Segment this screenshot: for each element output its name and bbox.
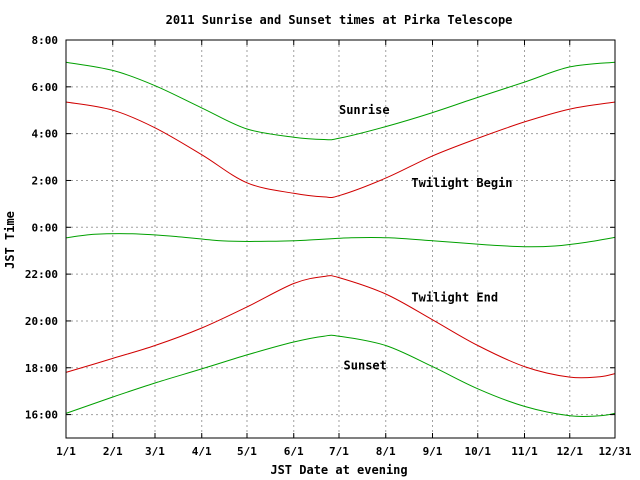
y-tick-label: 20:00 <box>25 315 58 328</box>
series-layer <box>65 61 616 418</box>
curve-annotation: Twilight Begin <box>411 176 512 190</box>
y-tick-label: 18:00 <box>25 362 58 375</box>
y-tick-label: 22:00 <box>25 268 58 281</box>
curve-annotation: Sunrise <box>339 103 390 117</box>
x-tick-label: 11/1 <box>511 445 538 458</box>
x-tick-label: 10/1 <box>465 445 492 458</box>
x-tick-label: 2/1 <box>103 445 123 458</box>
plot-frame <box>65 39 616 439</box>
y-tick-label: 16:00 <box>25 409 58 422</box>
chart-title: 2011 Sunrise and Sunset times at Pirka T… <box>166 13 513 27</box>
series-line-3 <box>65 233 616 248</box>
x-tick-label: 6/1 <box>284 445 304 458</box>
x-tick-label: 5/1 <box>237 445 257 458</box>
y-tick-label: 8:00 <box>32 34 59 47</box>
annotation-layer: Sunrise Twilight Begin Twilight End Sunset <box>339 103 513 372</box>
x-tick-label: 3/1 <box>145 445 165 458</box>
grid-layer <box>66 40 615 438</box>
y-axis-label: JST Time <box>3 211 17 269</box>
series-line-5 <box>65 334 616 418</box>
tick-layer: 1/1 2/1 3/1 4/1 5/1 6/1 7/1 8/1 9/1 10/1 11/1 12/1 1… <box>25 34 632 458</box>
y-tick-label: 0:00 <box>32 221 59 234</box>
series-line-1 <box>65 61 616 141</box>
x-tick-label: 12/31 <box>598 445 631 458</box>
x-tick-label: 4/1 <box>192 445 212 458</box>
x-tick-label: 8/1 <box>376 445 396 458</box>
y-tick-label: 6:00 <box>32 81 59 94</box>
y-tick-label: 4:00 <box>32 128 59 141</box>
series-line-4 <box>65 275 616 379</box>
curve-annotation: Twilight End <box>411 291 498 305</box>
x-tick-label: 1/1 <box>56 445 76 458</box>
curve-annotation: Sunset <box>344 358 387 372</box>
x-tick-label: 9/1 <box>423 445 443 458</box>
x-axis-label: JST Date at evening <box>270 463 407 477</box>
x-tick-label: 7/1 <box>329 445 349 458</box>
y-tick-label: 2:00 <box>32 174 59 187</box>
series-line-2 <box>65 101 616 199</box>
x-tick-label: 12/1 <box>557 445 584 458</box>
